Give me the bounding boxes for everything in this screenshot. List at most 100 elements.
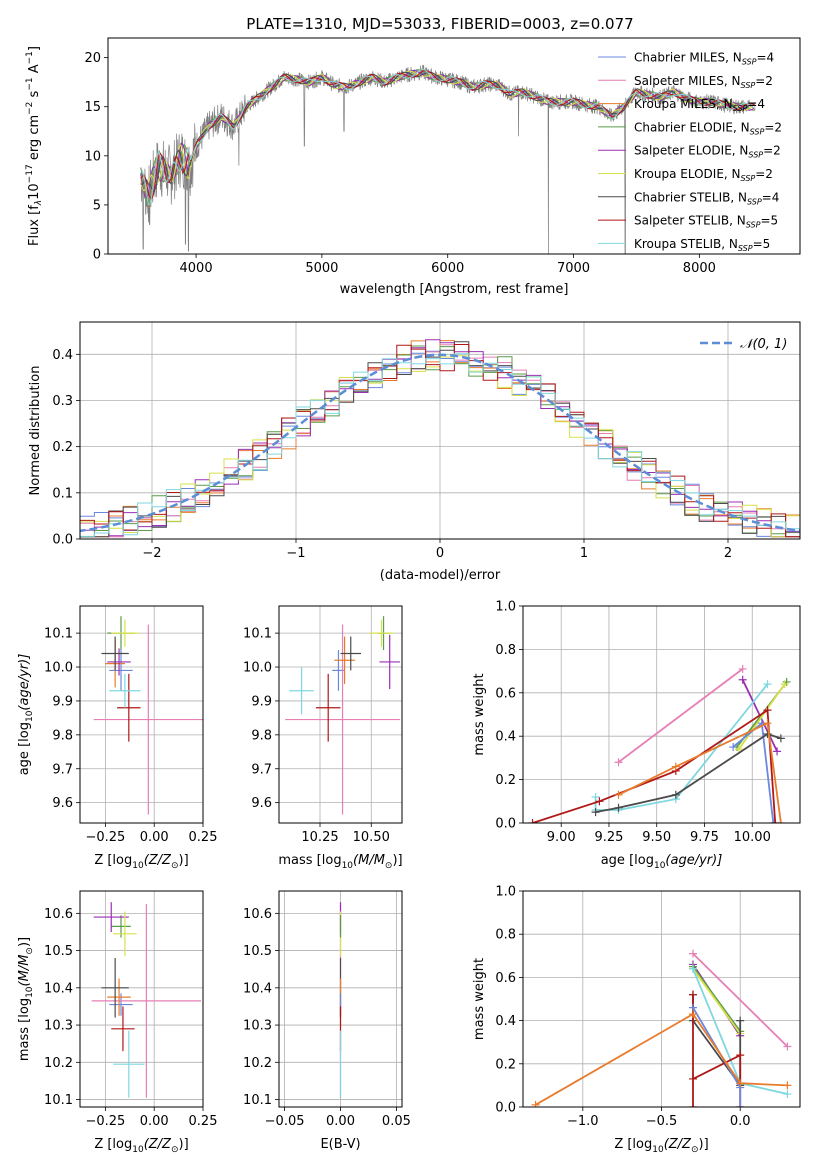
x-tick-label: 0.0	[730, 1114, 751, 1129]
y-tick-label: 0.1	[52, 486, 73, 501]
ylabel-sub: λ	[34, 200, 44, 206]
weight_vs_Z-axes: −1.0 −0.5 0.0 0.0 0.2 0.4 0.6 0.8 1.0 Z [log10(Z/…	[472, 885, 801, 1155]
age_vs_Z-axes: −0.25 0.00 0.259.69.79.89.910.010.1Z [log1…	[17, 605, 217, 871]
spectrum-plot	[140, 64, 756, 254]
xlabel-label-part: (M/M	[353, 853, 385, 868]
legend-label-main: Salpeter STELIB, N	[634, 214, 746, 228]
y-tick-label: 20	[84, 51, 101, 66]
weight-marker-kroupa_miles	[688, 1010, 697, 1019]
weight-marker-salpeter_stelib	[595, 797, 604, 806]
histogram-ylabel: Normed distribution	[28, 366, 43, 496]
xlabel-label-part: wavelength [Angstrom, rest frame]	[340, 282, 569, 297]
weight-line-salpeter_stelib	[532, 708, 777, 823]
legend-label-chabrier_elodie: Chabrier ELODIE, NSSP=2	[634, 120, 782, 136]
weight-marker-salpeter_elodie	[738, 675, 747, 684]
xlabel-label-sub: ⊙	[385, 861, 393, 871]
spectrum-axes: 4000 5000 6000 7000 8000 0 5 10 15 20 wavelength […	[25, 37, 801, 297]
legend-label-sub: SSP	[741, 174, 756, 183]
xlabel-label-part: Z [log	[94, 1137, 132, 1152]
legend-label-sub: SSP	[748, 151, 763, 160]
y-tick-label: 10.4	[44, 981, 73, 996]
y-tick-label: 0.2	[495, 773, 516, 788]
y-tick-label: 0.0	[52, 533, 73, 548]
x-tick-label: 0.05	[382, 1114, 411, 1129]
residual_histogram-plot	[80, 339, 800, 538]
spectrum-model-chabrier_stelib	[140, 71, 756, 193]
x-tick-label: 5000	[305, 261, 338, 276]
weight-marker-kroupa_stelib	[783, 1090, 792, 1099]
weight-marker-salpeter_stelib	[763, 706, 772, 715]
axes-frame	[278, 605, 403, 824]
x-tick-label: 8000	[683, 261, 716, 276]
weight-ylabel: mass weight	[472, 673, 487, 755]
axes-frame	[107, 37, 801, 255]
x-tick-label: −0.05	[265, 1114, 305, 1129]
age_vs_Z-plot	[93, 616, 203, 815]
gaussian-curve	[80, 353, 800, 533]
figure-title: PLATE=1310, MJD=53033, FIBERID=0003, z=0…	[246, 15, 633, 33]
y-tick-label: 10.0	[243, 661, 272, 676]
x-tick-label: 7000	[557, 261, 590, 276]
x-tick-label: −2	[142, 546, 161, 561]
y-tick-label: 10.1	[44, 627, 73, 642]
xlabel-label-sub: ⊙	[171, 1145, 179, 1155]
ylabel-label-part: (M/M	[17, 955, 32, 987]
weight-marker-salpeter_miles	[783, 1042, 792, 1051]
x-tick-label: −1.0	[567, 1114, 599, 1129]
axes-frame	[79, 890, 204, 1108]
weight-marker-salpeter_stelib	[688, 1103, 697, 1107]
x-tick-label: −0.5	[646, 1114, 678, 1129]
legend-label-main: Chabrier STELIB, N	[634, 190, 747, 204]
legend-label-tail: =4	[756, 51, 774, 65]
weight_vs_Z-plot	[531, 949, 792, 1107]
ylabel-sup: −1	[25, 77, 35, 90]
weight-marker-kroupa_stelib	[591, 792, 600, 801]
legend-label-chabrier_stelib: Chabrier STELIB, NSSP=4	[634, 190, 779, 206]
legend-label-salpeter_stelib: Salpeter STELIB, NSSP=5	[634, 214, 778, 230]
x-tick-label: −1	[286, 546, 305, 561]
y-tick-label: 9.7	[52, 762, 73, 777]
weight-line-kroupa_elodie	[738, 683, 786, 750]
legend-label-salpeter_miles: Salpeter MILES, NSSP=2	[634, 74, 773, 90]
y-tick-label: 0.6	[495, 686, 516, 701]
y-tick-label: 9.6	[52, 796, 73, 811]
legend-label-tail: =2	[764, 120, 782, 134]
spectrum-model-kroupa_stelib	[140, 68, 756, 206]
legend-label-main: Kroupa STELIB, N	[634, 237, 738, 251]
weight-line-salpeter_stelib	[692, 994, 742, 1107]
axes-frame	[522, 605, 801, 824]
y-tick-label: 0.2	[52, 440, 73, 455]
spectrum-model-chabrier_elodie	[140, 69, 756, 207]
weight-line-salpeter_miles	[692, 952, 789, 1048]
ylabel-part: 10	[27, 183, 42, 200]
legend-label-main: Kroupa MILES, N	[634, 97, 733, 111]
weight-marker-salpeter_stelib	[688, 990, 697, 999]
xlabel-label-part: (age/yr)]	[665, 853, 722, 868]
xlabel-label: Z [log10(Z/Z⊙)]	[614, 1137, 708, 1155]
y-tick-label: 0.0	[495, 817, 516, 832]
histogram-xlabel: (data-model)/error	[380, 568, 501, 583]
weight-marker-kroupa_miles	[783, 1081, 792, 1090]
x-tick-label: −0.25	[85, 1114, 125, 1129]
weight-marker-salpeter_stelib	[736, 1051, 745, 1060]
y-tick-label: 5	[93, 198, 101, 213]
weight-marker-kroupa_stelib	[763, 680, 772, 689]
weight-marker-chabrier_stelib	[736, 1016, 745, 1025]
xlabel-label: wavelength [Angstrom, rest frame]	[340, 282, 569, 297]
weight-marker-kroupa_elodie	[734, 745, 743, 754]
y-tick-label: 1.0	[495, 885, 516, 900]
weight-line-chabrier_stelib	[595, 733, 782, 813]
y-tick-label: 0.6	[495, 971, 516, 986]
xlabel-label-part: (Z/Z	[664, 1137, 692, 1152]
y-tick-label: 10.0	[44, 661, 73, 676]
xlabel-label-part: Z [log	[94, 853, 132, 868]
histogram-kroupa_stelib	[80, 353, 800, 537]
y-tick-label: 10.1	[44, 1093, 73, 1108]
mass_vs_ebv-axes: −0.05 0.00 0.05 10.1 10.2 10.3 10.4 10.5 10.6 E(B…	[243, 890, 411, 1152]
legend-label-main: Salpeter MILES, N	[634, 74, 741, 88]
weight-marker-salpeter_elodie	[773, 747, 782, 756]
weight-marker-chabrier_miles	[736, 1103, 745, 1107]
x-tick-label: 0.00	[326, 1114, 355, 1129]
